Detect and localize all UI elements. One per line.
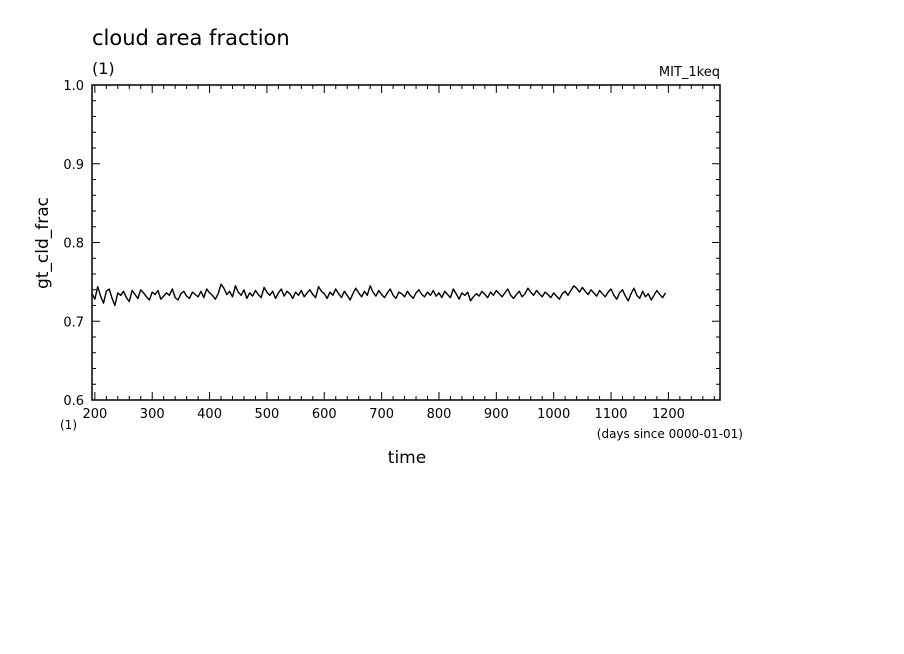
x-tick-label: 800 bbox=[427, 407, 452, 422]
x-tick-label: 1000 bbox=[537, 407, 570, 422]
y-tick-label: 1.0 bbox=[63, 79, 84, 94]
x-tick-labels: 200 300 400 500 600 700 800 900 1000 1100 1200 bbox=[82, 407, 684, 422]
chart-title: cloud area fraction bbox=[92, 26, 290, 50]
x-axis-label: time bbox=[388, 448, 426, 468]
y-tick-labels: 0.6 0.7 0.8 0.9 1.0 bbox=[63, 79, 84, 409]
y-tick-label: 0.8 bbox=[63, 237, 84, 252]
y-tick-label: 0.9 bbox=[63, 158, 84, 173]
x-tick-label: 200 bbox=[82, 407, 107, 422]
axis-ticks bbox=[92, 84, 720, 401]
y-tick-label: 0.7 bbox=[63, 315, 84, 330]
x-tick-label: 600 bbox=[312, 407, 337, 422]
experiment-label: MIT_1keq bbox=[659, 65, 720, 80]
x-unit-label: (days since 0000-01-01) bbox=[597, 427, 743, 441]
plot-frame bbox=[91, 84, 721, 401]
x-corner-label: (1) bbox=[60, 418, 77, 432]
y-tick-label: 0.6 bbox=[63, 394, 84, 409]
x-tick-label: 1200 bbox=[652, 407, 685, 422]
x-tick-label: 900 bbox=[484, 407, 509, 422]
x-tick-label: 500 bbox=[255, 407, 280, 422]
x-tick-label: 400 bbox=[197, 407, 222, 422]
x-tick-label: 1100 bbox=[594, 407, 627, 422]
series-line bbox=[91, 283, 667, 307]
x-tick-label: 700 bbox=[369, 407, 394, 422]
x-tick-label: 300 bbox=[140, 407, 165, 422]
title-unit: (1) bbox=[92, 59, 115, 78]
y-axis-label: gt_cld_frac bbox=[33, 197, 53, 289]
